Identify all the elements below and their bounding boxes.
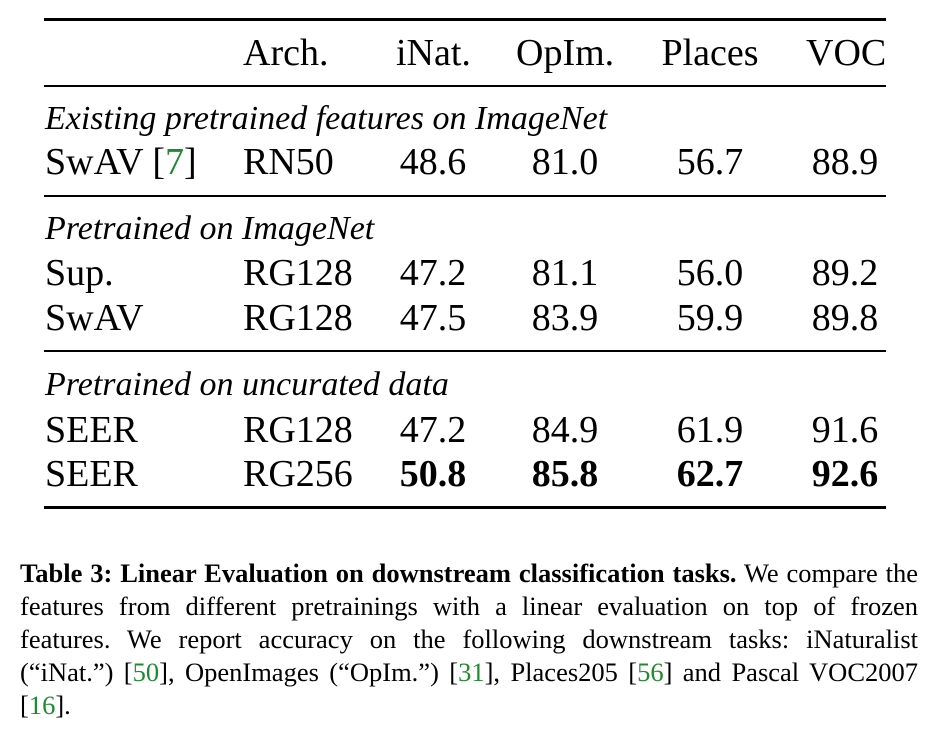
cell-method: SwAV [7]: [45, 141, 197, 183]
cell-arch: RG128: [243, 297, 353, 339]
cell-opim: 81.1: [531, 252, 599, 294]
cell-voc: 88.9: [811, 141, 879, 183]
citation-link[interactable]: 31: [458, 657, 485, 687]
cell-places: 59.9: [676, 297, 744, 339]
header-opim: OpIm.: [516, 32, 615, 74]
cell-places: 61.9: [676, 409, 744, 451]
table-bottom-rule: [44, 506, 886, 509]
cell-inat: 47.2: [399, 252, 467, 294]
table-top-rule: [44, 18, 886, 21]
cell-opim-best: 85.8: [531, 453, 599, 495]
section-title: Pretrained on ImageNet: [45, 210, 375, 247]
section-title: Existing pretrained features on ImageNet: [45, 100, 608, 137]
cell-inat-best: 50.8: [399, 453, 467, 495]
cell-opim: 83.9: [531, 297, 599, 339]
cell-places: 56.7: [676, 141, 744, 183]
header-rule: [44, 85, 886, 87]
section-rule: [44, 195, 886, 197]
cell-voc: 89.8: [811, 297, 879, 339]
cell-voc-best: 92.6: [811, 453, 879, 495]
header-inat: iNat.: [396, 32, 471, 74]
section-rule: [44, 350, 886, 352]
caption-title: Table 3: Linear Evaluation on downstream…: [20, 558, 737, 588]
cell-opim: 84.9: [531, 409, 599, 451]
cell-arch: RG128: [243, 409, 353, 451]
cell-inat: 47.5: [399, 297, 467, 339]
cell-arch: RG128: [243, 252, 353, 294]
cell-inat: 47.2: [399, 409, 467, 451]
citation-link[interactable]: 50: [132, 657, 160, 687]
cell-places: 56.0: [676, 252, 744, 294]
cell-opim: 81.0: [531, 141, 599, 183]
cell-places-best: 62.7: [676, 453, 744, 495]
header-arch: Arch.: [243, 32, 329, 74]
table-caption: Table 3: Linear Evaluation on downstream…: [20, 558, 918, 720]
citation-link[interactable]: 56: [637, 657, 664, 687]
cell-method: SEER: [45, 409, 138, 451]
cell-inat: 48.6: [399, 141, 467, 183]
citation-link[interactable]: 7: [165, 141, 185, 183]
cell-method: SwAV: [45, 297, 144, 339]
cell-arch: RG256: [243, 453, 353, 495]
cell-voc: 89.2: [811, 252, 879, 294]
cell-method: Sup.: [45, 252, 114, 294]
cell-voc: 91.6: [811, 409, 879, 451]
citation-link[interactable]: 16: [28, 690, 56, 720]
section-title: Pretrained on uncurated data: [45, 366, 449, 403]
header-voc: VOC: [806, 32, 887, 74]
header-places: Places: [661, 32, 759, 74]
cell-method: SEER: [45, 453, 138, 495]
cell-arch: RN50: [243, 141, 334, 183]
